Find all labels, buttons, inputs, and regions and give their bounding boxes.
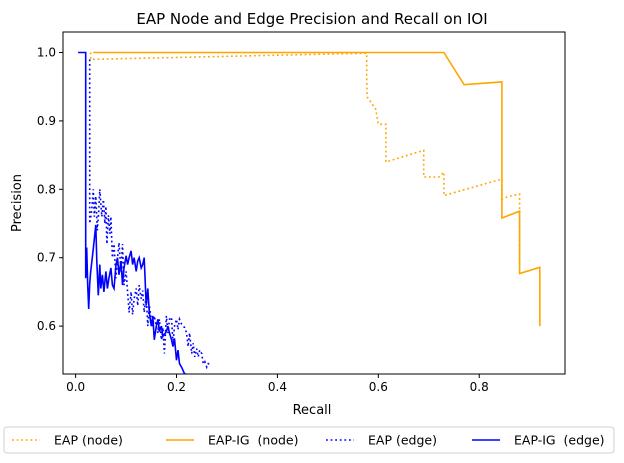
legend-frame bbox=[3, 426, 615, 454]
legend-label: EAP (edge) bbox=[368, 433, 437, 448]
y-axis-ticks: 0.6 0.7 0.8 0.9 1.0 bbox=[37, 46, 63, 333]
x-tick-label: 0.0 bbox=[66, 380, 85, 394]
y-tick-label: 0.7 bbox=[37, 251, 56, 265]
y-tick-label: 1.0 bbox=[37, 46, 56, 60]
y-tick-label: 0.6 bbox=[37, 319, 56, 333]
legend-label: EAP-IG (node) bbox=[208, 433, 299, 448]
legend-label: EAP (node) bbox=[54, 433, 123, 448]
chart-title: EAP Node and Edge Precision and Recall o… bbox=[136, 10, 487, 28]
x-tick-label: 0.2 bbox=[167, 380, 186, 394]
legend-label: EAP-IG (edge) bbox=[514, 433, 605, 448]
series-line-eap-ig-edge bbox=[78, 51, 187, 374]
plot-frame bbox=[62, 31, 566, 375]
legend: EAP (node) EAP-IG (node) EAP (edge) EAP-IG … bbox=[3, 426, 615, 454]
series-layer bbox=[78, 51, 541, 374]
series-line-eap-node bbox=[89, 52, 521, 265]
y-tick-label: 0.8 bbox=[37, 182, 56, 196]
series-line-eap-edge bbox=[88, 59, 210, 370]
x-tick-label: 0.8 bbox=[470, 380, 489, 394]
x-tick-label: 0.4 bbox=[268, 380, 287, 394]
x-axis-ticks: 0.0 0.2 0.4 0.6 0.8 bbox=[66, 374, 489, 394]
y-axis-label: Precision bbox=[10, 174, 25, 232]
y-tick-label: 0.9 bbox=[37, 114, 56, 128]
x-tick-label: 0.6 bbox=[369, 380, 388, 394]
series-line-eap-ig-node bbox=[93, 51, 541, 327]
x-axis-label: Recall bbox=[293, 403, 332, 418]
plot-area bbox=[62, 31, 566, 375]
